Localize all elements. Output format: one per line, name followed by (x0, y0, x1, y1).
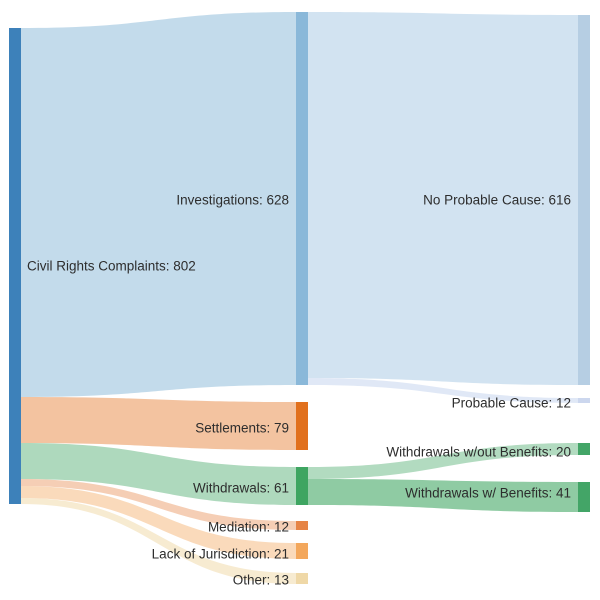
sankey-label-withdrawals_without_benefits: Withdrawals w/out Benefits: 20 (386, 445, 571, 460)
sankey-link-withdrawals-to-withdrawals_with_benefits[interactable] (308, 479, 578, 512)
sankey-links (21, 12, 578, 584)
sankey-label-withdrawals_with_benefits: Withdrawals w/ Benefits: 41 (405, 486, 571, 501)
sankey-link-crc-to-mediation[interactable] (21, 479, 296, 530)
sankey-node-other[interactable] (296, 573, 308, 584)
sankey-link-crc-to-lack_of_jurisdiction[interactable] (21, 486, 296, 559)
sankey-node-withdrawals_without_benefits[interactable] (578, 443, 590, 455)
sankey-node-no_probable_cause[interactable] (578, 15, 590, 385)
sankey-node-lack_of_jurisdiction[interactable] (296, 543, 308, 559)
sankey-link-crc-to-investigations[interactable] (21, 12, 296, 397)
sankey-link-investigations-to-no_probable_cause[interactable] (308, 12, 578, 385)
sankey-label-withdrawals: Withdrawals: 61 (193, 481, 289, 496)
sankey-node-settlements[interactable] (296, 402, 308, 450)
sankey-node-withdrawals_with_benefits[interactable] (578, 482, 590, 512)
sankey-node-mediation[interactable] (296, 521, 308, 530)
sankey-label-no_probable_cause: No Probable Cause: 616 (423, 193, 571, 208)
sankey-link-withdrawals-to-withdrawals_without_benefits[interactable] (308, 443, 578, 479)
sankey-nodes (9, 12, 590, 584)
sankey-label-crc: Civil Rights Complaints: 802 (27, 259, 196, 274)
sankey-link-crc-to-other[interactable] (21, 498, 296, 584)
sankey-node-crc[interactable] (9, 28, 21, 504)
sankey-link-crc-to-withdrawals[interactable] (21, 443, 296, 505)
sankey-node-investigations[interactable] (296, 12, 308, 385)
sankey-label-mediation: Mediation: 12 (208, 520, 289, 535)
sankey-link-investigations-to-probable_cause[interactable] (308, 378, 578, 403)
sankey-label-other: Other: 13 (233, 573, 289, 588)
sankey-link-crc-to-settlements[interactable] (21, 397, 296, 450)
sankey-node-probable_cause[interactable] (578, 398, 590, 403)
sankey-label-lack_of_jurisdiction: Lack of Jurisdiction: 21 (152, 547, 289, 562)
sankey-label-probable_cause: Probable Cause: 12 (452, 396, 571, 411)
sankey-label-investigations: Investigations: 628 (176, 193, 289, 208)
sankey-node-withdrawals[interactable] (296, 467, 308, 505)
sankey-label-settlements: Settlements: 79 (195, 421, 289, 436)
sankey-labels: Civil Rights Complaints: 802 Investigatio… (27, 193, 571, 588)
